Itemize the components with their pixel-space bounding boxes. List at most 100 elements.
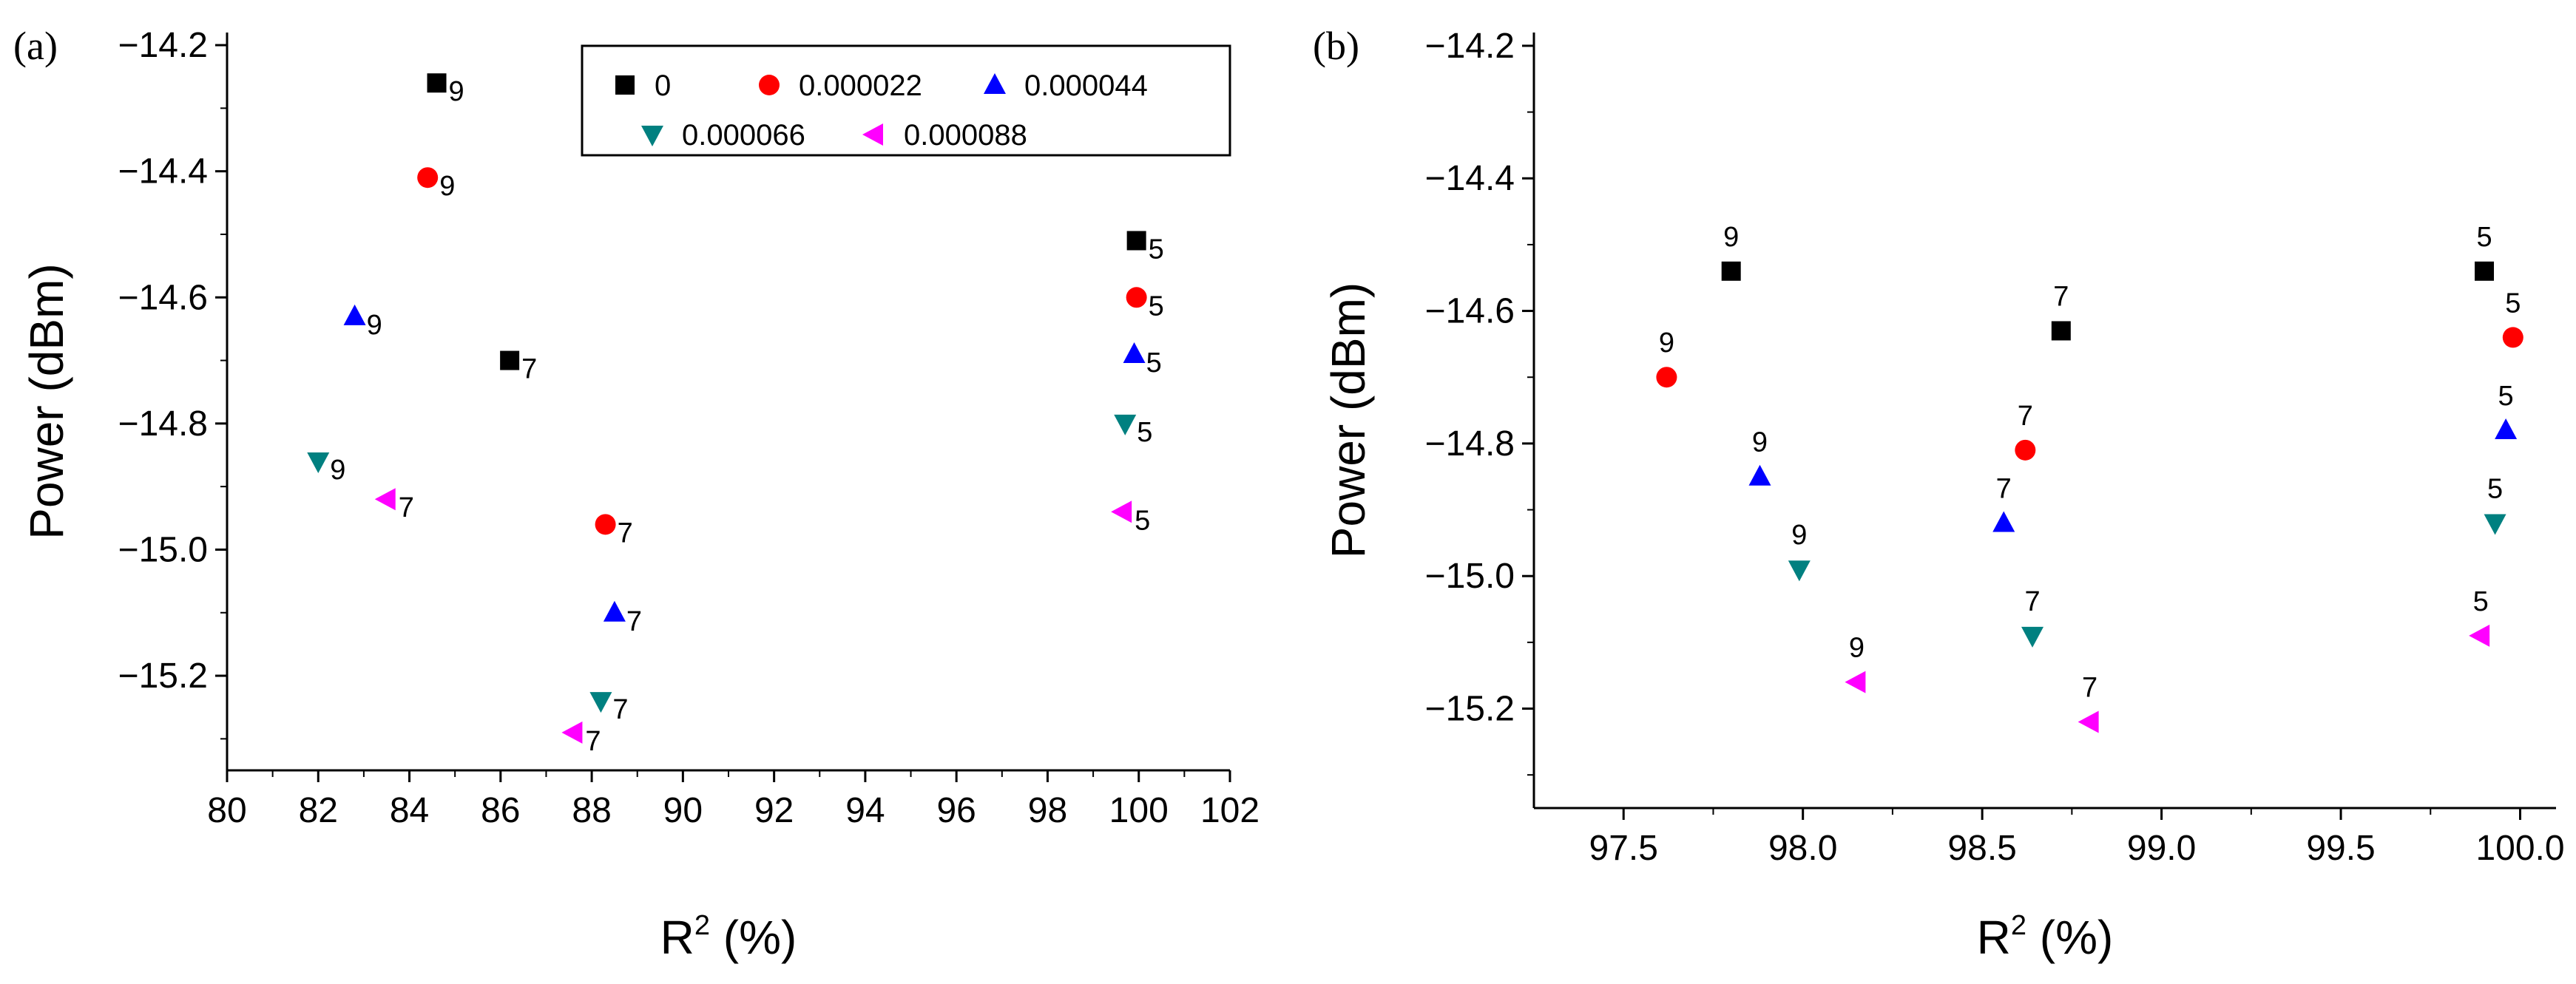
data-point-label: 7: [1996, 473, 2012, 504]
series-0.000066: 9 7 5: [307, 414, 1152, 725]
data-point: [595, 514, 616, 535]
data-point-label: 7: [618, 518, 633, 549]
data-point-label: 7: [2053, 281, 2069, 312]
data-point-label: 5: [2498, 381, 2514, 412]
data-point: [2475, 261, 2495, 281]
data-point: [2484, 514, 2506, 535]
x-tick-label: 90: [663, 791, 703, 830]
x-axis-title-unit: (%): [2026, 911, 2113, 964]
y-tick-label: −15.0: [118, 530, 208, 569]
x-axis-title: R2 (%): [660, 910, 797, 964]
legend-marker: [759, 75, 780, 95]
series-0: 9 7 5: [1721, 222, 2495, 341]
legend-entry-label: 0: [655, 69, 671, 102]
data-point-label: 7: [585, 726, 601, 757]
data-point-label: 9: [449, 76, 464, 107]
y-tick-label: −14.2: [1425, 27, 1515, 66]
data-point-label: 7: [2018, 401, 2033, 432]
x-axis-title: R2 (%): [1977, 910, 2114, 964]
x-tick-label: 97.5: [1589, 829, 1658, 868]
data-point: [417, 167, 439, 189]
y-tick-label: −14.6: [118, 278, 208, 317]
legend-marker: [615, 75, 635, 95]
y-tick-label: −14.2: [118, 26, 208, 65]
series-0.000066: 9 7 5: [1788, 473, 2506, 648]
panel-label: (b): [1313, 24, 1359, 68]
data-point-label: 9: [1791, 520, 1807, 551]
legend: 0 0.000022 0.000044 0.000066 0.000088: [581, 44, 1231, 157]
x-tick-label: 98.0: [1768, 829, 1837, 868]
legend-box: [581, 44, 1231, 157]
data-point-label: 9: [1752, 427, 1768, 458]
panel-a-chart: (a) −14.2 −14.4 −14.6 −14.8 −15.0 −15.2 80 82 84 8…: [13, 24, 1260, 964]
x-axis-title-superscript: 2: [694, 910, 710, 941]
data-point-label: 9: [1659, 328, 1674, 359]
data-point-label: 7: [521, 354, 537, 385]
legend-marker: [984, 73, 1006, 94]
data-point-label: 5: [1149, 234, 1164, 265]
x-tick-label: 98.5: [1947, 829, 2016, 868]
data-point-label: 5: [1146, 347, 1162, 379]
x-tick-label: 84: [390, 791, 429, 830]
data-point-label: 5: [2505, 288, 2521, 319]
data-point-label: 5: [1149, 291, 1164, 322]
data-point: [1114, 414, 1137, 435]
x-tick-label: 100: [1109, 791, 1169, 830]
data-point: [589, 692, 612, 713]
data-point-label: 9: [439, 171, 455, 202]
x-tick-label: 92: [754, 791, 794, 830]
data-point: [1656, 367, 1677, 388]
y-axis-title: Power (dBm): [1322, 282, 1375, 558]
data-point-label: 7: [626, 606, 642, 637]
legend-marker: [641, 126, 663, 146]
data-point: [1126, 287, 1147, 308]
x-tick-label: 96: [936, 791, 976, 830]
data-point: [1721, 261, 1741, 281]
x-axis-title-unit: (%): [710, 911, 797, 964]
panel-b-chart: (b) −14.2 −14.4 −14.6 −14.8 −15.0 −15.2 97.5 98.…: [1313, 24, 2565, 964]
data-point-label: 5: [2487, 473, 2503, 504]
x-tick-label: 88: [572, 791, 611, 830]
y-axis-title: Power (dBm): [20, 263, 73, 539]
panel-label: (a): [13, 24, 58, 68]
legend-entry-label: 0.000044: [1024, 69, 1148, 102]
data-point: [1845, 671, 1866, 693]
data-point-label: 9: [330, 455, 345, 486]
x-axis-title-base: R: [1977, 911, 2011, 964]
data-point: [307, 452, 330, 474]
x-tick-label: 98: [1028, 791, 1067, 830]
data-point-label: 5: [2476, 222, 2492, 253]
data-point: [343, 304, 366, 325]
x-axis-title-base: R: [660, 911, 694, 964]
x-tick-label: 99.0: [2127, 829, 2196, 868]
x-tick-label: 102: [1200, 791, 1260, 830]
series-0: 9 7 5: [427, 73, 1164, 385]
data-point: [1788, 560, 1811, 582]
data-point: [2502, 327, 2523, 348]
data-point: [1992, 511, 2015, 532]
data-point-label: 7: [2024, 586, 2040, 617]
data-point: [2015, 439, 2036, 461]
series-0.000088: 9 7 5: [1845, 586, 2490, 733]
data-point-label: 9: [1723, 222, 1739, 253]
data-point: [500, 350, 520, 370]
data-point: [427, 73, 447, 93]
data-point: [374, 488, 396, 511]
data-point: [1748, 464, 1771, 486]
series-0.000088: 775: [374, 488, 1150, 757]
x-tick-label: 99.5: [2306, 829, 2375, 868]
legend-marker: [862, 123, 883, 146]
x-tick-label: 94: [845, 791, 885, 830]
y-tick-label: −14.8: [118, 404, 208, 444]
x-tick-label: 82: [299, 791, 338, 830]
data-point-label: 7: [2082, 672, 2097, 703]
data-point: [561, 721, 583, 744]
data-point: [1111, 501, 1132, 523]
y-tick-label: −14.8: [1425, 424, 1515, 464]
series-0.000022: 9 7 5: [1656, 288, 2523, 461]
data-point-label: 7: [612, 694, 628, 725]
data-point: [2495, 418, 2518, 439]
y-tick-label: −15.0: [1425, 557, 1515, 596]
